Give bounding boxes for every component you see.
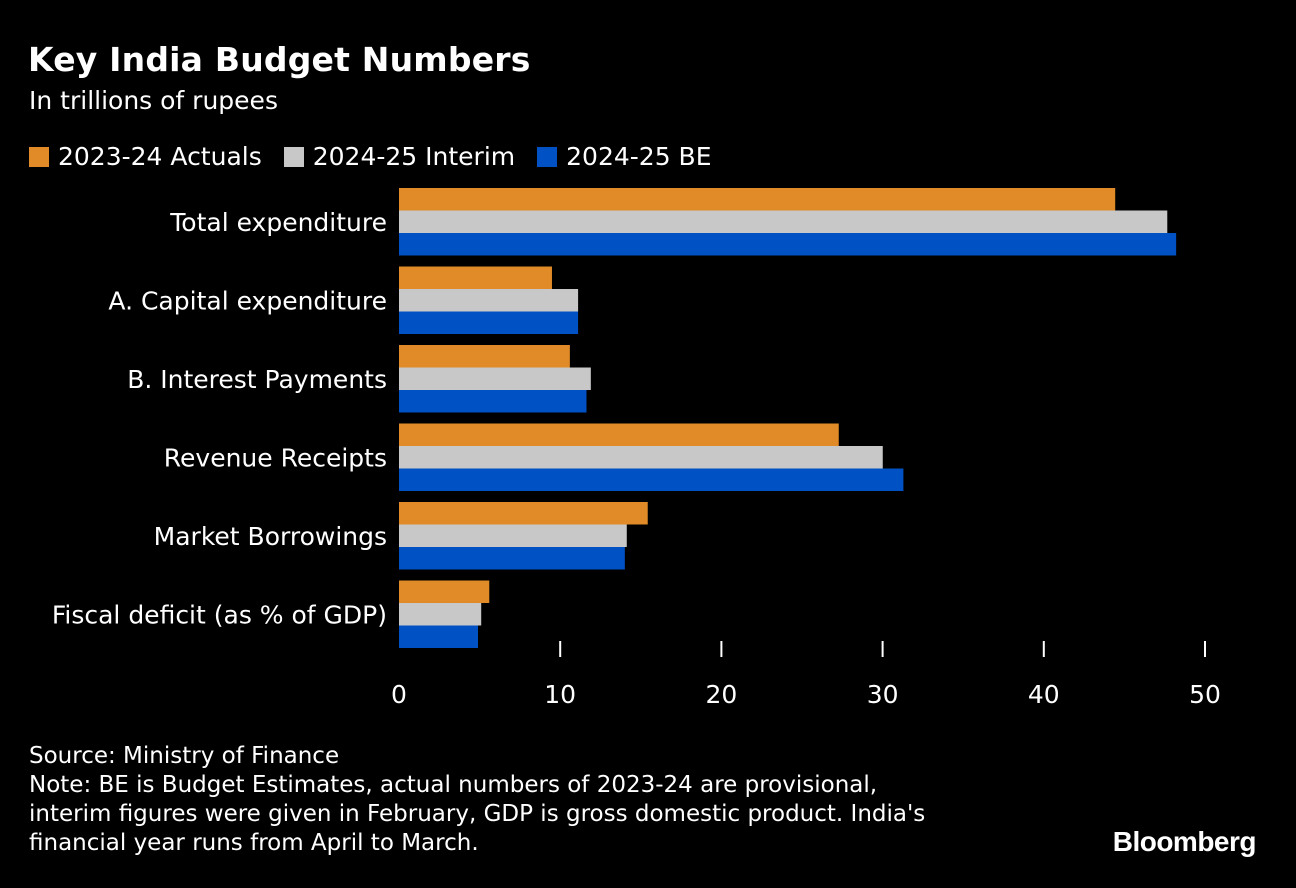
bar <box>399 289 579 312</box>
legend-swatch-be <box>537 146 558 167</box>
x-tick-label: 20 <box>705 680 737 709</box>
legend-label-interim: 2024-25 Interim <box>312 142 516 171</box>
legend-item-interim: 2024-25 Interim <box>283 142 516 171</box>
bar <box>399 547 625 570</box>
note-line-1: Note: BE is Budget Estimates, actual num… <box>29 772 878 798</box>
bar <box>399 367 591 390</box>
note-line-2: interim figures were given in February, … <box>29 801 926 827</box>
category-label: Total expenditure <box>169 208 387 237</box>
source-text: Source: Ministry of Finance <box>29 743 340 769</box>
category-label: B. Interest Payments <box>127 365 387 394</box>
x-tick-label: 10 <box>544 680 576 709</box>
bar <box>399 266 552 289</box>
bar <box>399 345 570 368</box>
bar <box>399 210 1168 233</box>
bar <box>399 188 1116 211</box>
chart-subtitle: In trillions of rupees <box>29 86 278 115</box>
bar <box>399 603 482 626</box>
note-line-3: financial year runs from April to March. <box>29 830 479 856</box>
x-tick-label: 0 <box>391 680 407 709</box>
bar <box>399 502 648 525</box>
x-tick-label: 30 <box>867 680 899 709</box>
legend-label-actuals: 2023-24 Actuals <box>58 142 262 171</box>
category-label: Revenue Receipts <box>164 443 387 472</box>
bar <box>399 311 579 334</box>
category-label: A. Capital expenditure <box>108 286 387 315</box>
legend-label-be: 2024-25 BE <box>566 142 712 171</box>
x-tick-label: 50 <box>1189 680 1221 709</box>
bar <box>399 580 490 603</box>
bar <box>399 446 883 469</box>
bar <box>399 390 587 413</box>
category-label: Market Borrowings <box>154 522 387 551</box>
bar <box>399 233 1177 256</box>
x-tick-label: 40 <box>1028 680 1060 709</box>
bar <box>399 524 627 547</box>
legend-item-actuals: 2023-24 Actuals <box>29 142 262 171</box>
chart-title: Key India Budget Numbers <box>28 40 531 79</box>
category-label: Fiscal deficit (as % of GDP) <box>52 600 387 629</box>
bloomberg-logo: Bloomberg <box>1112 826 1257 857</box>
bar <box>399 468 904 491</box>
bar <box>399 423 839 446</box>
chart-legend: 2023-24 Actuals 2024-25 Interim 2024-25 … <box>29 142 734 171</box>
legend-item-be: 2024-25 BE <box>537 142 712 171</box>
bar <box>399 625 478 648</box>
chart-footer: Source: Ministry of Finance Note: BE is … <box>29 742 925 858</box>
legend-swatch-interim <box>283 146 304 167</box>
legend-swatch-actuals <box>29 146 49 167</box>
